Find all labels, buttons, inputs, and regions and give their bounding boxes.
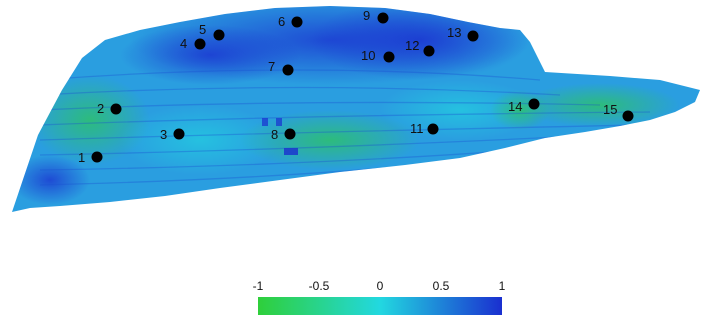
colorbar-tick-label: 1 xyxy=(499,279,506,293)
point-marker xyxy=(110,103,122,115)
sample-point-4: 4 xyxy=(180,36,206,51)
sample-point-8: 8 xyxy=(271,127,296,142)
colorbar-tick-label: -0.5 xyxy=(309,279,330,293)
colorbar-tick-label: 0.5 xyxy=(433,279,450,293)
sample-point-3: 3 xyxy=(160,127,185,142)
point-marker xyxy=(91,151,103,163)
sample-point-6: 6 xyxy=(278,14,303,29)
colorbar-ticks: -1 -0.5 0 0.5 1 xyxy=(253,279,506,293)
point-label: 6 xyxy=(278,14,285,29)
terrain-texture xyxy=(12,6,680,205)
point-label: 8 xyxy=(271,127,278,142)
sample-point-2: 2 xyxy=(97,101,122,116)
point-marker xyxy=(467,30,479,42)
point-marker xyxy=(213,29,225,41)
color-legend: -1 -0.5 0 0.5 1 xyxy=(253,279,506,315)
point-label: 1 xyxy=(78,150,85,165)
point-label: 13 xyxy=(447,25,461,40)
point-marker xyxy=(528,98,540,110)
sample-point-15: 15 xyxy=(603,102,634,122)
point-label: 4 xyxy=(180,36,187,51)
point-label: 2 xyxy=(97,101,104,116)
point-marker xyxy=(622,110,634,122)
sample-point-12: 12 xyxy=(405,38,435,57)
sample-point-1: 1 xyxy=(78,150,103,165)
colorbar-tick-label: 0 xyxy=(377,279,384,293)
point-label: 9 xyxy=(363,8,370,23)
sample-point-11: 11 xyxy=(410,121,439,136)
point-marker xyxy=(291,16,303,28)
sample-point-10: 10 xyxy=(361,48,395,63)
point-label: 3 xyxy=(160,127,167,142)
point-label: 14 xyxy=(508,99,522,114)
point-label: 5 xyxy=(199,22,206,37)
point-marker xyxy=(173,128,185,140)
colorbar-gradient xyxy=(258,297,502,315)
colorbar-tick-label: -1 xyxy=(253,279,264,293)
point-label: 7 xyxy=(268,59,275,74)
point-marker xyxy=(377,12,389,24)
sample-point-14: 14 xyxy=(508,98,540,114)
point-marker xyxy=(282,64,294,76)
point-marker xyxy=(194,38,206,50)
point-marker xyxy=(383,51,395,63)
point-marker xyxy=(423,45,435,57)
point-marker xyxy=(427,123,439,135)
sample-point-5: 5 xyxy=(199,22,225,41)
sample-point-13: 13 xyxy=(447,25,479,42)
sample-point-9: 9 xyxy=(363,8,389,24)
point-label: 15 xyxy=(603,102,617,117)
point-label: 11 xyxy=(410,121,424,136)
terrain-surface xyxy=(12,6,700,212)
point-label: 12 xyxy=(405,38,419,53)
point-label: 10 xyxy=(361,48,375,63)
point-marker xyxy=(284,128,296,140)
sample-point-7: 7 xyxy=(268,59,294,76)
